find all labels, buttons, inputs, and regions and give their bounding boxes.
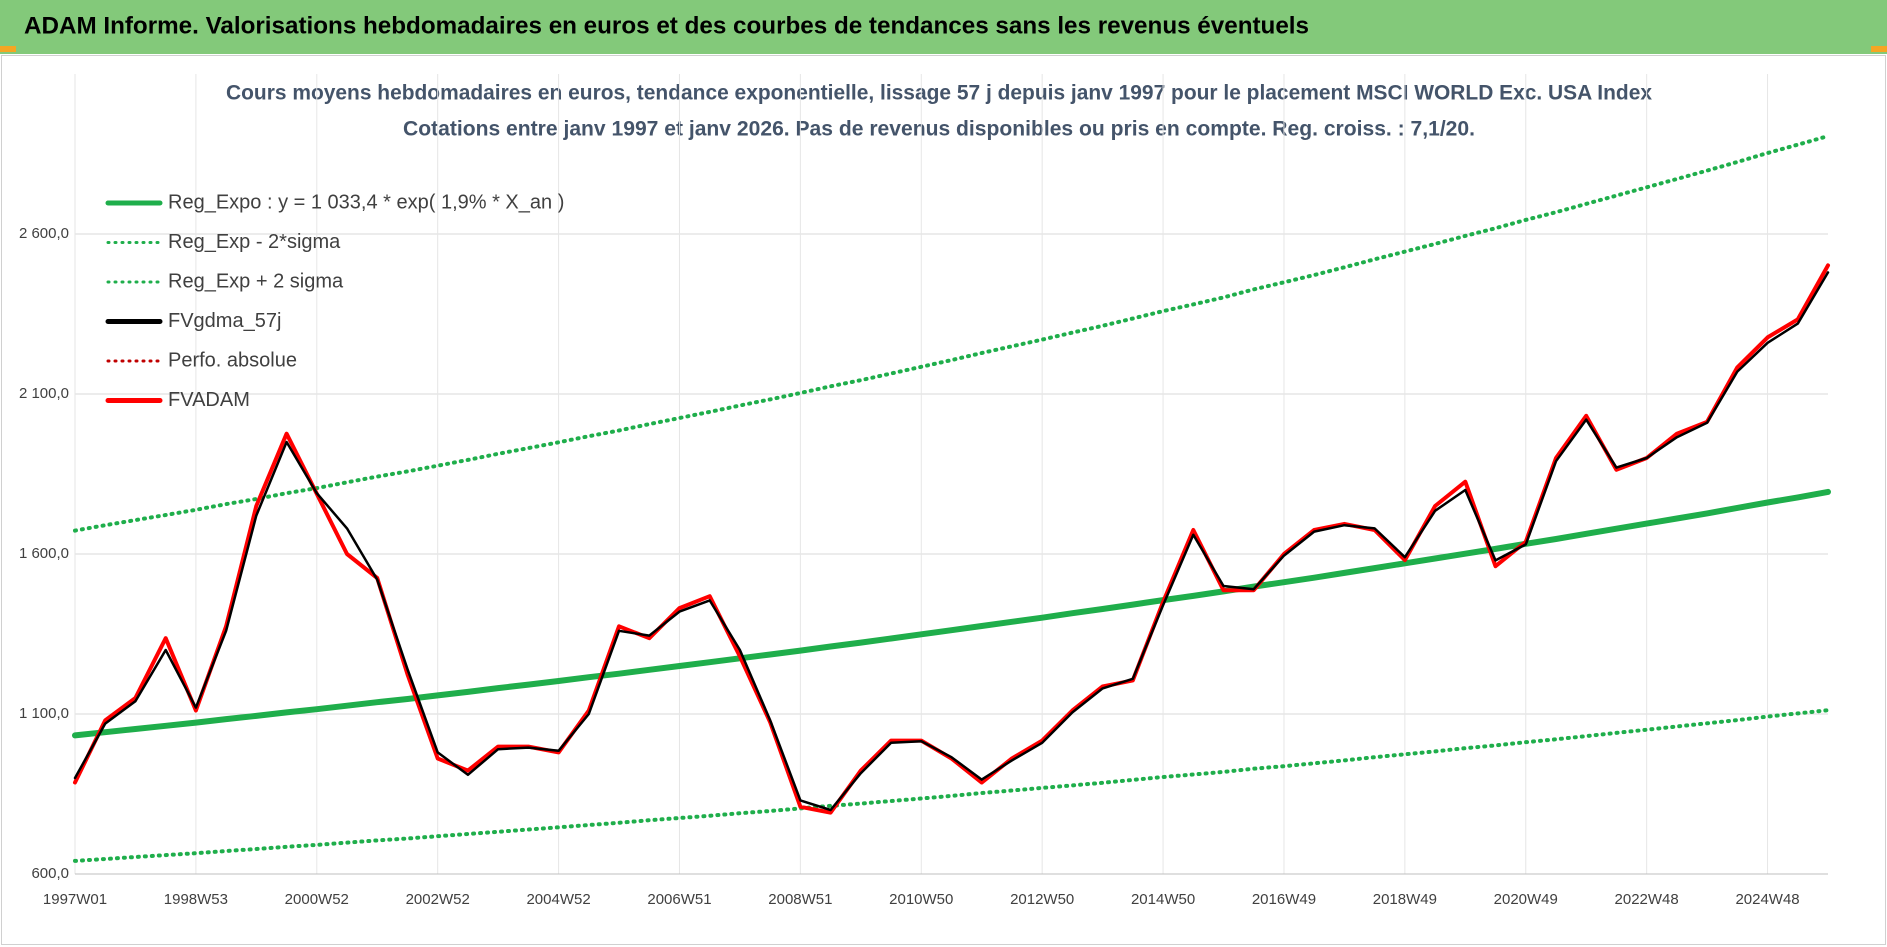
x-tick-label: 2004W52 bbox=[526, 891, 590, 908]
header-banner bbox=[0, 0, 1887, 54]
corner-mark bbox=[0, 46, 16, 52]
chart-title: Cours moyens hebdomadaires en euros, ten… bbox=[226, 82, 1652, 105]
x-tick-label: 2010W50 bbox=[889, 891, 953, 908]
y-tick-label: 600,0 bbox=[31, 865, 69, 882]
x-tick-label: 2012W50 bbox=[1010, 891, 1074, 908]
x-tick-label: 1997W01 bbox=[43, 891, 107, 908]
x-tick-label: 2014W50 bbox=[1131, 891, 1195, 908]
x-tick-label: 2016W49 bbox=[1252, 891, 1316, 908]
x-tick-label: 2018W49 bbox=[1373, 891, 1437, 908]
x-tick-label: 2000W52 bbox=[285, 891, 349, 908]
x-tick-label: 2020W49 bbox=[1494, 891, 1558, 908]
legend-label: Reg_Expo : y = 1 033,4 * exp( 1,9% * X_a… bbox=[168, 191, 564, 213]
series-line bbox=[73, 134, 1830, 533]
legend-label: Perfo. absolue bbox=[168, 349, 297, 371]
legend-label: FVADAM bbox=[168, 389, 250, 411]
x-tick-label: 2022W48 bbox=[1615, 891, 1679, 908]
x-tick-label: 2008W51 bbox=[768, 891, 832, 908]
legend-label: Reg_Exp - 2*sigma bbox=[168, 231, 341, 253]
x-tick-label: 1998W53 bbox=[164, 891, 228, 908]
x-tick-label: 2002W52 bbox=[406, 891, 470, 908]
page-title: ADAM Informe. Valorisations hebdomadaire… bbox=[24, 12, 1309, 39]
x-tick-label: 2006W51 bbox=[647, 891, 711, 908]
chart-border bbox=[1, 55, 1886, 945]
corner-mark bbox=[1871, 46, 1887, 52]
y-tick-label: 1 100,0 bbox=[19, 705, 69, 722]
y-tick-label: 2 600,0 bbox=[19, 225, 69, 242]
series-line bbox=[72, 488, 1831, 739]
legend-label: Reg_Exp + 2 sigma bbox=[168, 270, 344, 292]
y-tick-label: 1 600,0 bbox=[19, 545, 69, 562]
series-line bbox=[73, 271, 1830, 812]
x-tick-label: 2024W48 bbox=[1735, 891, 1799, 908]
legend-label: FVgdma_57j bbox=[168, 310, 281, 332]
series-line bbox=[73, 708, 1830, 863]
chart-subtitle: Cotations entre janv 1997 et janv 2026. … bbox=[403, 118, 1475, 141]
y-tick-label: 2 100,0 bbox=[19, 385, 69, 402]
